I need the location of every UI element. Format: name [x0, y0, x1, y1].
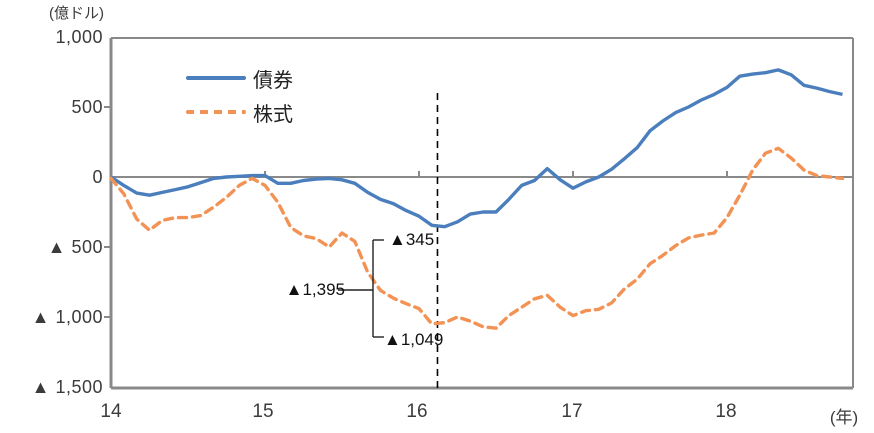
- annotation-total-value: ▲1,395: [285, 280, 345, 299]
- x-axis-unit-label: (年): [829, 408, 859, 427]
- y-tick-1000: 1,000: [55, 27, 103, 47]
- stocks-line-sample-icon: [186, 110, 246, 114]
- legend-item-stocks: 株式: [186, 100, 293, 126]
- x-tick-14: 14: [100, 401, 122, 422]
- y-tick-neg1000: ▲ 1,000: [31, 307, 103, 327]
- legend-label-stocks: 株式: [253, 103, 293, 126]
- annotation-stocks-value: ▲1,049: [384, 330, 444, 349]
- y-tick-neg1500: ▲ 1,500: [31, 377, 103, 397]
- x-tick-15: 15: [252, 401, 274, 422]
- x-tick-18: 18: [715, 401, 737, 422]
- y-tick-neg500: ▲ 500: [47, 237, 103, 257]
- x-tick-17: 17: [561, 401, 583, 422]
- legend-item-bonds: 債券: [186, 66, 293, 92]
- legend: 債券 株式: [186, 66, 293, 134]
- legend-label-bonds: 債券: [253, 69, 293, 92]
- x-tick-16: 16: [406, 401, 428, 422]
- y-axis-unit-label: (億ドル): [49, 5, 104, 22]
- annotation-bonds-value: ▲345: [389, 230, 435, 249]
- bonds-line-sample-icon: [186, 76, 246, 80]
- y-tick-500: 500: [71, 97, 103, 117]
- y-tick-0: 0: [92, 167, 103, 187]
